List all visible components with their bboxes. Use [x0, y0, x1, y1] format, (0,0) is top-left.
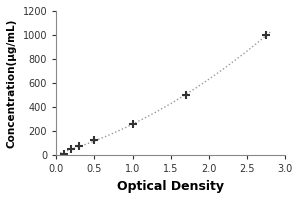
- Y-axis label: Concentration(μg/mL): Concentration(μg/mL): [7, 19, 17, 148]
- X-axis label: Optical Density: Optical Density: [117, 180, 224, 193]
